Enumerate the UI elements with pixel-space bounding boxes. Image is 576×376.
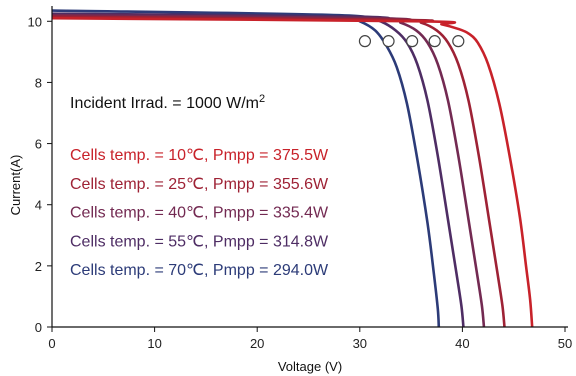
mpp-markers <box>358 35 465 48</box>
irradiance-superscript: 2 <box>259 93 265 105</box>
x-tick-label: 50 <box>558 336 572 351</box>
mpp-marker-5 <box>358 35 372 48</box>
x-tick-label: 0 <box>48 336 55 351</box>
x-axis-title: Voltage (V) <box>278 359 342 374</box>
x-tick-label: 30 <box>353 336 367 351</box>
x-tick-label: 40 <box>455 336 469 351</box>
legend-entry-3: Cells temp. = 40℃, Pmpp = 335.4W <box>70 205 329 222</box>
y-tick-label: 8 <box>35 75 42 90</box>
y-tick-label: 6 <box>35 137 42 152</box>
series-line-5 <box>51 9 441 328</box>
x-ticks: 0 10 20 30 40 50 <box>48 327 572 351</box>
mpp-marker-3 <box>406 35 419 48</box>
y-tick-label: 0 <box>35 320 42 335</box>
series-line-4 <box>51 12 465 328</box>
series-line-3 <box>51 13 486 328</box>
irradiance-label: Incident Irrad. = 1000 W/m2 <box>70 93 265 112</box>
y-tick-label: 10 <box>28 14 42 29</box>
legend-entry-4: Cells temp. = 55℃, Pmpp = 314.8W <box>70 233 329 250</box>
series-line-1 <box>51 16 534 328</box>
legend: Cells temp. = 10℃, Pmpp = 375.5W Cells te… <box>70 147 329 279</box>
legend-entry-2: Cells temp. = 25℃, Pmpp = 355.6W <box>70 176 329 193</box>
series-line-2 <box>51 15 506 328</box>
y-tick-label: 4 <box>35 198 42 213</box>
series-curves <box>51 9 534 328</box>
y-axis-title: Current(A) <box>8 155 23 216</box>
irradiance-text: Incident Irrad. = 1000 W/m <box>70 95 259 112</box>
mpp-marker-1 <box>452 35 465 48</box>
x-tick-label: 20 <box>250 336 264 351</box>
y-ticks: 0 2 4 6 8 10 <box>28 14 52 335</box>
y-tick-label: 2 <box>35 259 42 274</box>
x-tick-label: 10 <box>147 336 161 351</box>
legend-entry-1: Cells temp. = 10℃, Pmpp = 375.5W <box>70 147 329 164</box>
legend-entry-5: Cells temp. = 70℃, Pmpp = 294.0W <box>70 262 329 279</box>
mpp-marker-2 <box>428 35 441 48</box>
mpp-marker-4 <box>382 35 395 48</box>
